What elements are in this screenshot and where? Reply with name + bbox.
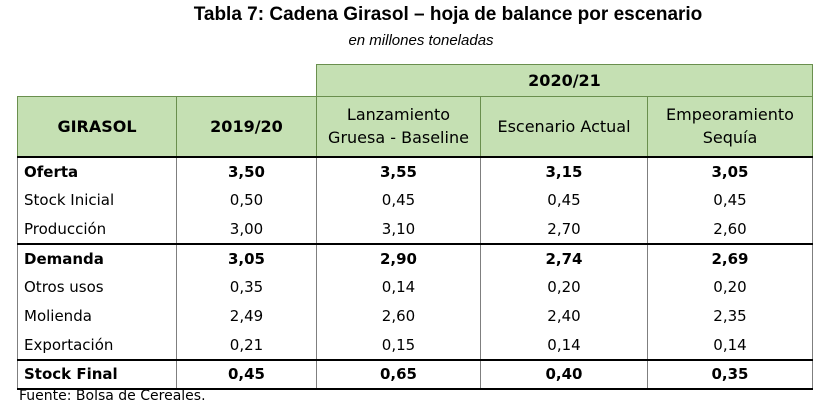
row-label: Exportación — [17, 330, 177, 360]
cell-2019-20: 3,05 — [176, 242, 317, 273]
cell-actual: 0,20 — [480, 272, 648, 302]
cell-2019-20: 0,45 — [176, 358, 317, 390]
table-row-otros-usos: Otros usos 0,35 0,14 0,20 0,20 — [17, 272, 813, 302]
cell-actual: 3,15 — [480, 156, 648, 186]
table-row-produccion: Producción 3,00 3,10 2,70 2,60 — [17, 214, 813, 244]
cell-sequia: 3,05 — [647, 156, 813, 186]
table-row-stock-inicial: Stock Inicial 0,50 0,45 0,45 0,45 — [17, 185, 813, 215]
cell-actual: 0,40 — [480, 358, 648, 390]
cell-2019-20: 2,49 — [176, 301, 317, 331]
table-row-stock-final: Stock Final 0,45 0,65 0,40 0,35 — [17, 358, 813, 390]
row-label: Stock Final — [17, 358, 177, 390]
cell-actual: 0,45 — [480, 185, 648, 215]
cell-baseline: 0,14 — [316, 272, 481, 302]
balance-table: 2020/21 GIRASOL 2019/20 Lanzamiento Grue… — [17, 64, 813, 390]
header-col-sequia-line1: Empeoramiento — [666, 105, 794, 125]
cell-sequia: 0,20 — [647, 272, 813, 302]
table-subtitle: en millones toneladas — [348, 32, 494, 49]
row-label: Stock Inicial — [17, 185, 177, 215]
header-col-baseline-line2: Gruesa - Baseline — [328, 128, 469, 148]
cell-2019-20: 0,21 — [176, 330, 317, 360]
cell-sequia: 0,14 — [647, 330, 813, 360]
header-col-2019-20: 2019/20 — [176, 96, 317, 158]
cell-sequia: 2,35 — [647, 301, 813, 331]
header-col-sequia-line2: Sequía — [702, 128, 758, 148]
cell-baseline: 0,45 — [316, 185, 481, 215]
cell-2019-20: 0,35 — [176, 272, 317, 302]
cell-baseline: 2,60 — [316, 301, 481, 331]
cell-baseline: 0,15 — [316, 330, 481, 360]
cell-actual: 2,74 — [480, 242, 648, 273]
header-col-baseline: Lanzamiento Gruesa - Baseline — [316, 96, 481, 158]
cell-actual: 2,40 — [480, 301, 648, 331]
cell-baseline: 3,55 — [316, 156, 481, 186]
header-row-label: GIRASOL — [17, 96, 177, 158]
cell-sequia: 0,35 — [647, 358, 813, 390]
table-row-exportacion: Exportación 0,21 0,15 0,14 0,14 — [17, 330, 813, 360]
row-label: Otros usos — [17, 272, 177, 302]
cell-baseline: 0,65 — [316, 358, 481, 390]
row-label: Oferta — [17, 156, 177, 186]
header-group-row: 2020/21 — [17, 64, 813, 97]
table-row-demanda: Demanda 3,05 2,90 2,74 2,69 — [17, 242, 813, 273]
cell-2019-20: 0,50 — [176, 185, 317, 215]
cell-sequia: 0,45 — [647, 185, 813, 215]
table-row-oferta: Oferta 3,50 3,55 3,15 3,05 — [17, 156, 813, 186]
cell-sequia: 2,69 — [647, 242, 813, 273]
cell-actual: 2,70 — [480, 214, 648, 244]
row-label: Molienda — [17, 301, 177, 331]
cell-sequia: 2,60 — [647, 214, 813, 244]
header-row: GIRASOL 2019/20 Lanzamiento Gruesa - Bas… — [17, 96, 813, 158]
header-col-baseline-line1: Lanzamiento — [346, 105, 451, 125]
row-label: Producción — [17, 214, 177, 244]
cell-baseline: 3,10 — [316, 214, 481, 244]
cell-2019-20: 3,50 — [176, 156, 317, 186]
header-blank-cell — [17, 64, 317, 97]
table-title: Tabla 7: Cadena Girasol – hoja de balanc… — [193, 4, 703, 25]
header-group-2020-21: 2020/21 — [316, 64, 813, 97]
header-col-sequia: Empeoramiento Sequía — [647, 96, 813, 158]
cell-actual: 0,14 — [480, 330, 648, 360]
cell-baseline: 2,90 — [316, 242, 481, 273]
cell-2019-20: 3,00 — [176, 214, 317, 244]
row-label: Demanda — [17, 242, 177, 273]
header-col-actual: Escenario Actual — [480, 96, 648, 158]
source-note: Fuente: Bolsa de Cereales. — [19, 388, 206, 404]
table-row-molienda: Molienda 2,49 2,60 2,40 2,35 — [17, 301, 813, 331]
